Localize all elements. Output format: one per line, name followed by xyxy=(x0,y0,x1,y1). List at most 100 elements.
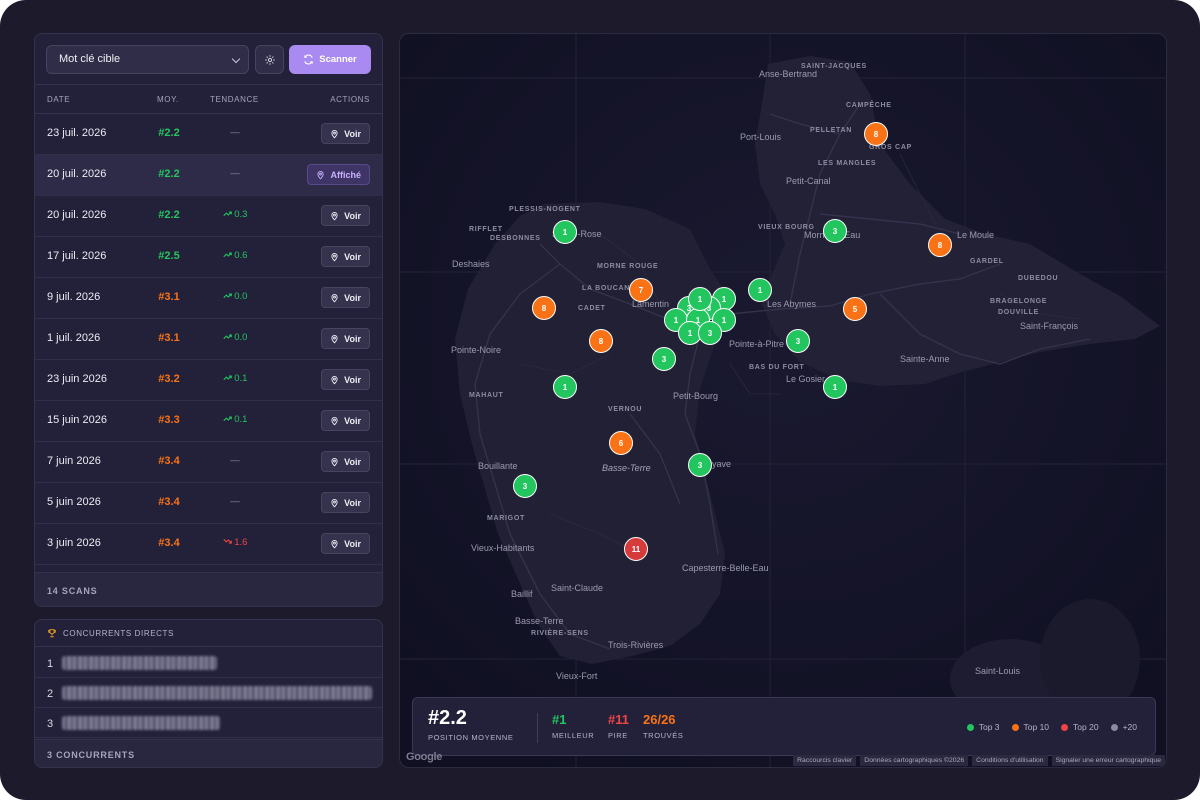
rank-marker[interactable]: 1 xyxy=(553,220,577,244)
place-label: Pointe-Noire xyxy=(451,345,502,355)
location-pin-icon xyxy=(331,457,338,466)
place-label: Vieux-Fort xyxy=(556,671,598,681)
view-button[interactable]: Voir xyxy=(321,328,370,349)
place-label: MAHAUT xyxy=(469,392,504,399)
place-label: Saint-Louis xyxy=(975,666,1021,676)
rank-marker[interactable]: 7 xyxy=(629,278,653,302)
worst-stat: #11 PIRE xyxy=(608,712,629,740)
shown-badge[interactable]: Affiché xyxy=(307,164,370,185)
rank-marker[interactable]: 3 xyxy=(698,321,722,345)
rank-marker[interactable]: 8 xyxy=(532,296,556,320)
legend-dot-icon xyxy=(1061,723,1069,731)
row-average: #3.4 xyxy=(158,455,180,467)
row-date: 17 juil. 2026 xyxy=(47,250,107,262)
found-label: TROUVÉS xyxy=(643,731,684,740)
row-average: #3.4 xyxy=(158,537,180,549)
table-row[interactable]: 9 juil. 2026 #3.1 0.0 Voir xyxy=(35,278,382,319)
table-row[interactable]: 17 juil. 2026 #2.5 0.6 Voir xyxy=(35,237,382,278)
scan-count: 14 SCANS xyxy=(35,572,382,606)
view-button[interactable]: Voir xyxy=(321,123,370,144)
rank-marker[interactable]: 3 xyxy=(688,453,712,477)
table-row[interactable]: 5 juin 2026 #3.4 — Voir xyxy=(35,483,382,524)
location-pin-icon xyxy=(331,293,338,302)
rank-marker[interactable]: 3 xyxy=(786,329,810,353)
rank-marker[interactable]: 3 xyxy=(513,474,537,498)
competitor-row[interactable]: 3 xyxy=(35,708,382,738)
rank-marker[interactable]: 8 xyxy=(589,329,613,353)
row-average: #2.2 xyxy=(158,168,180,180)
scan-history-panel: Mot clé cible Scanner DATE MOY. TENDANC xyxy=(34,33,383,607)
table-row[interactable]: 1 juil. 2026 #3.1 0.0 Voir xyxy=(35,319,382,360)
stats-bar: #2.2 POSITION MOYENNE #1 MEILLEUR #11 PI… xyxy=(412,697,1156,756)
view-button[interactable]: Voir xyxy=(321,205,370,226)
place-label: DOUVILLE xyxy=(998,309,1039,316)
scan-button-label: Scanner xyxy=(319,54,357,65)
keyboard-shortcuts-link[interactable]: Raccourcis clavier xyxy=(793,755,857,766)
rank-marker[interactable]: 3 xyxy=(823,219,847,243)
place-label: Saint-Claude xyxy=(551,583,604,593)
view-button[interactable]: Voir xyxy=(321,410,370,431)
trend-up-icon xyxy=(222,416,232,422)
row-date: 1 juil. 2026 xyxy=(47,332,101,344)
table-row[interactable]: 20 juil. 2026 #2.2 — Affiché xyxy=(35,155,382,196)
table-row[interactable]: 7 juin 2026 #3.4 — Voir xyxy=(35,442,382,483)
place-label: Capesterre-Belle-Eau xyxy=(682,563,769,573)
place-label: GARDEL xyxy=(970,258,1004,265)
place-label: LA BOUCAN xyxy=(582,285,631,292)
scan-button[interactable]: Scanner xyxy=(289,45,371,74)
table-row[interactable]: 3 juin 2026 #3.4 1.6 Voir xyxy=(35,524,382,565)
rank-marker[interactable]: 1 xyxy=(748,278,772,302)
view-button[interactable]: Voir xyxy=(321,533,370,554)
place-label: RIVIÈRE-SENS xyxy=(531,630,589,637)
rank-marker[interactable]: 8 xyxy=(928,233,952,257)
place-label: PLESSIS-NOGENT xyxy=(509,206,581,213)
row-average: #2.2 xyxy=(158,127,180,139)
rank-marker[interactable]: 5 xyxy=(843,297,867,321)
found-value: 26/26 xyxy=(643,712,676,727)
keyword-select[interactable]: Mot clé cible xyxy=(46,45,249,74)
location-pin-icon xyxy=(331,211,338,220)
rank-marker[interactable]: 1 xyxy=(823,375,847,399)
location-pin-icon xyxy=(331,416,338,425)
competitor-row[interactable]: 1 xyxy=(35,648,382,678)
view-button[interactable]: Voir xyxy=(321,287,370,308)
competitors-title: CONCURRENTS DIRECTS xyxy=(63,628,174,638)
settings-button[interactable] xyxy=(255,45,284,74)
trend-up-icon xyxy=(222,211,232,217)
view-button[interactable]: Voir xyxy=(321,492,370,513)
row-date: 23 juin 2026 xyxy=(47,373,107,385)
refresh-icon xyxy=(304,54,313,65)
rank-marker[interactable]: 1 xyxy=(688,287,712,311)
place-label: Le Gosier xyxy=(786,374,826,384)
place-label: SAINT-JACQUES xyxy=(801,63,867,70)
gear-icon xyxy=(264,54,275,65)
view-button[interactable]: Voir xyxy=(321,451,370,472)
place-label: Bouillante xyxy=(478,461,518,471)
rank-marker[interactable]: 11 xyxy=(624,537,648,561)
competitor-rank: 3 xyxy=(47,718,54,730)
table-row[interactable]: 20 juil. 2026 #2.2 0.3 Voir xyxy=(35,196,382,237)
location-pin-icon xyxy=(317,170,325,179)
row-trend: 0.6 xyxy=(209,250,261,261)
table-row[interactable]: 23 juil. 2026 #2.2 — Voir xyxy=(35,114,382,155)
table-row[interactable]: 15 juin 2026 #3.3 0.1 Voir xyxy=(35,401,382,442)
map-view[interactable]: SAINT-JACQUES Anse-Bertrand CAMPÊCHE Port-L… xyxy=(399,33,1167,768)
place-label: DESBONNES xyxy=(490,235,541,242)
location-pin-icon xyxy=(331,129,338,138)
row-date: 20 juil. 2026 xyxy=(47,168,107,180)
worst-value: #11 xyxy=(608,712,629,727)
terms-link[interactable]: Conditions d'utilisation xyxy=(972,755,1048,766)
rank-marker[interactable]: 1 xyxy=(553,375,577,399)
table-row[interactable]: 23 juin 2026 #3.2 0.1 Voir xyxy=(35,360,382,401)
trophy-icon xyxy=(48,629,56,638)
rank-marker[interactable]: 3 xyxy=(652,347,676,371)
rank-marker[interactable]: 6 xyxy=(609,431,633,455)
place-label: Vieux-Habitants xyxy=(471,543,535,553)
view-button[interactable]: Voir xyxy=(321,246,370,267)
report-error-link[interactable]: Signaler une erreur cartographique xyxy=(1051,755,1165,766)
place-label: Le Moule xyxy=(957,230,995,240)
view-button[interactable]: Voir xyxy=(321,369,370,390)
divider xyxy=(537,713,538,743)
rank-marker[interactable]: 8 xyxy=(864,122,888,146)
competitor-row[interactable]: 2 xyxy=(35,678,382,708)
